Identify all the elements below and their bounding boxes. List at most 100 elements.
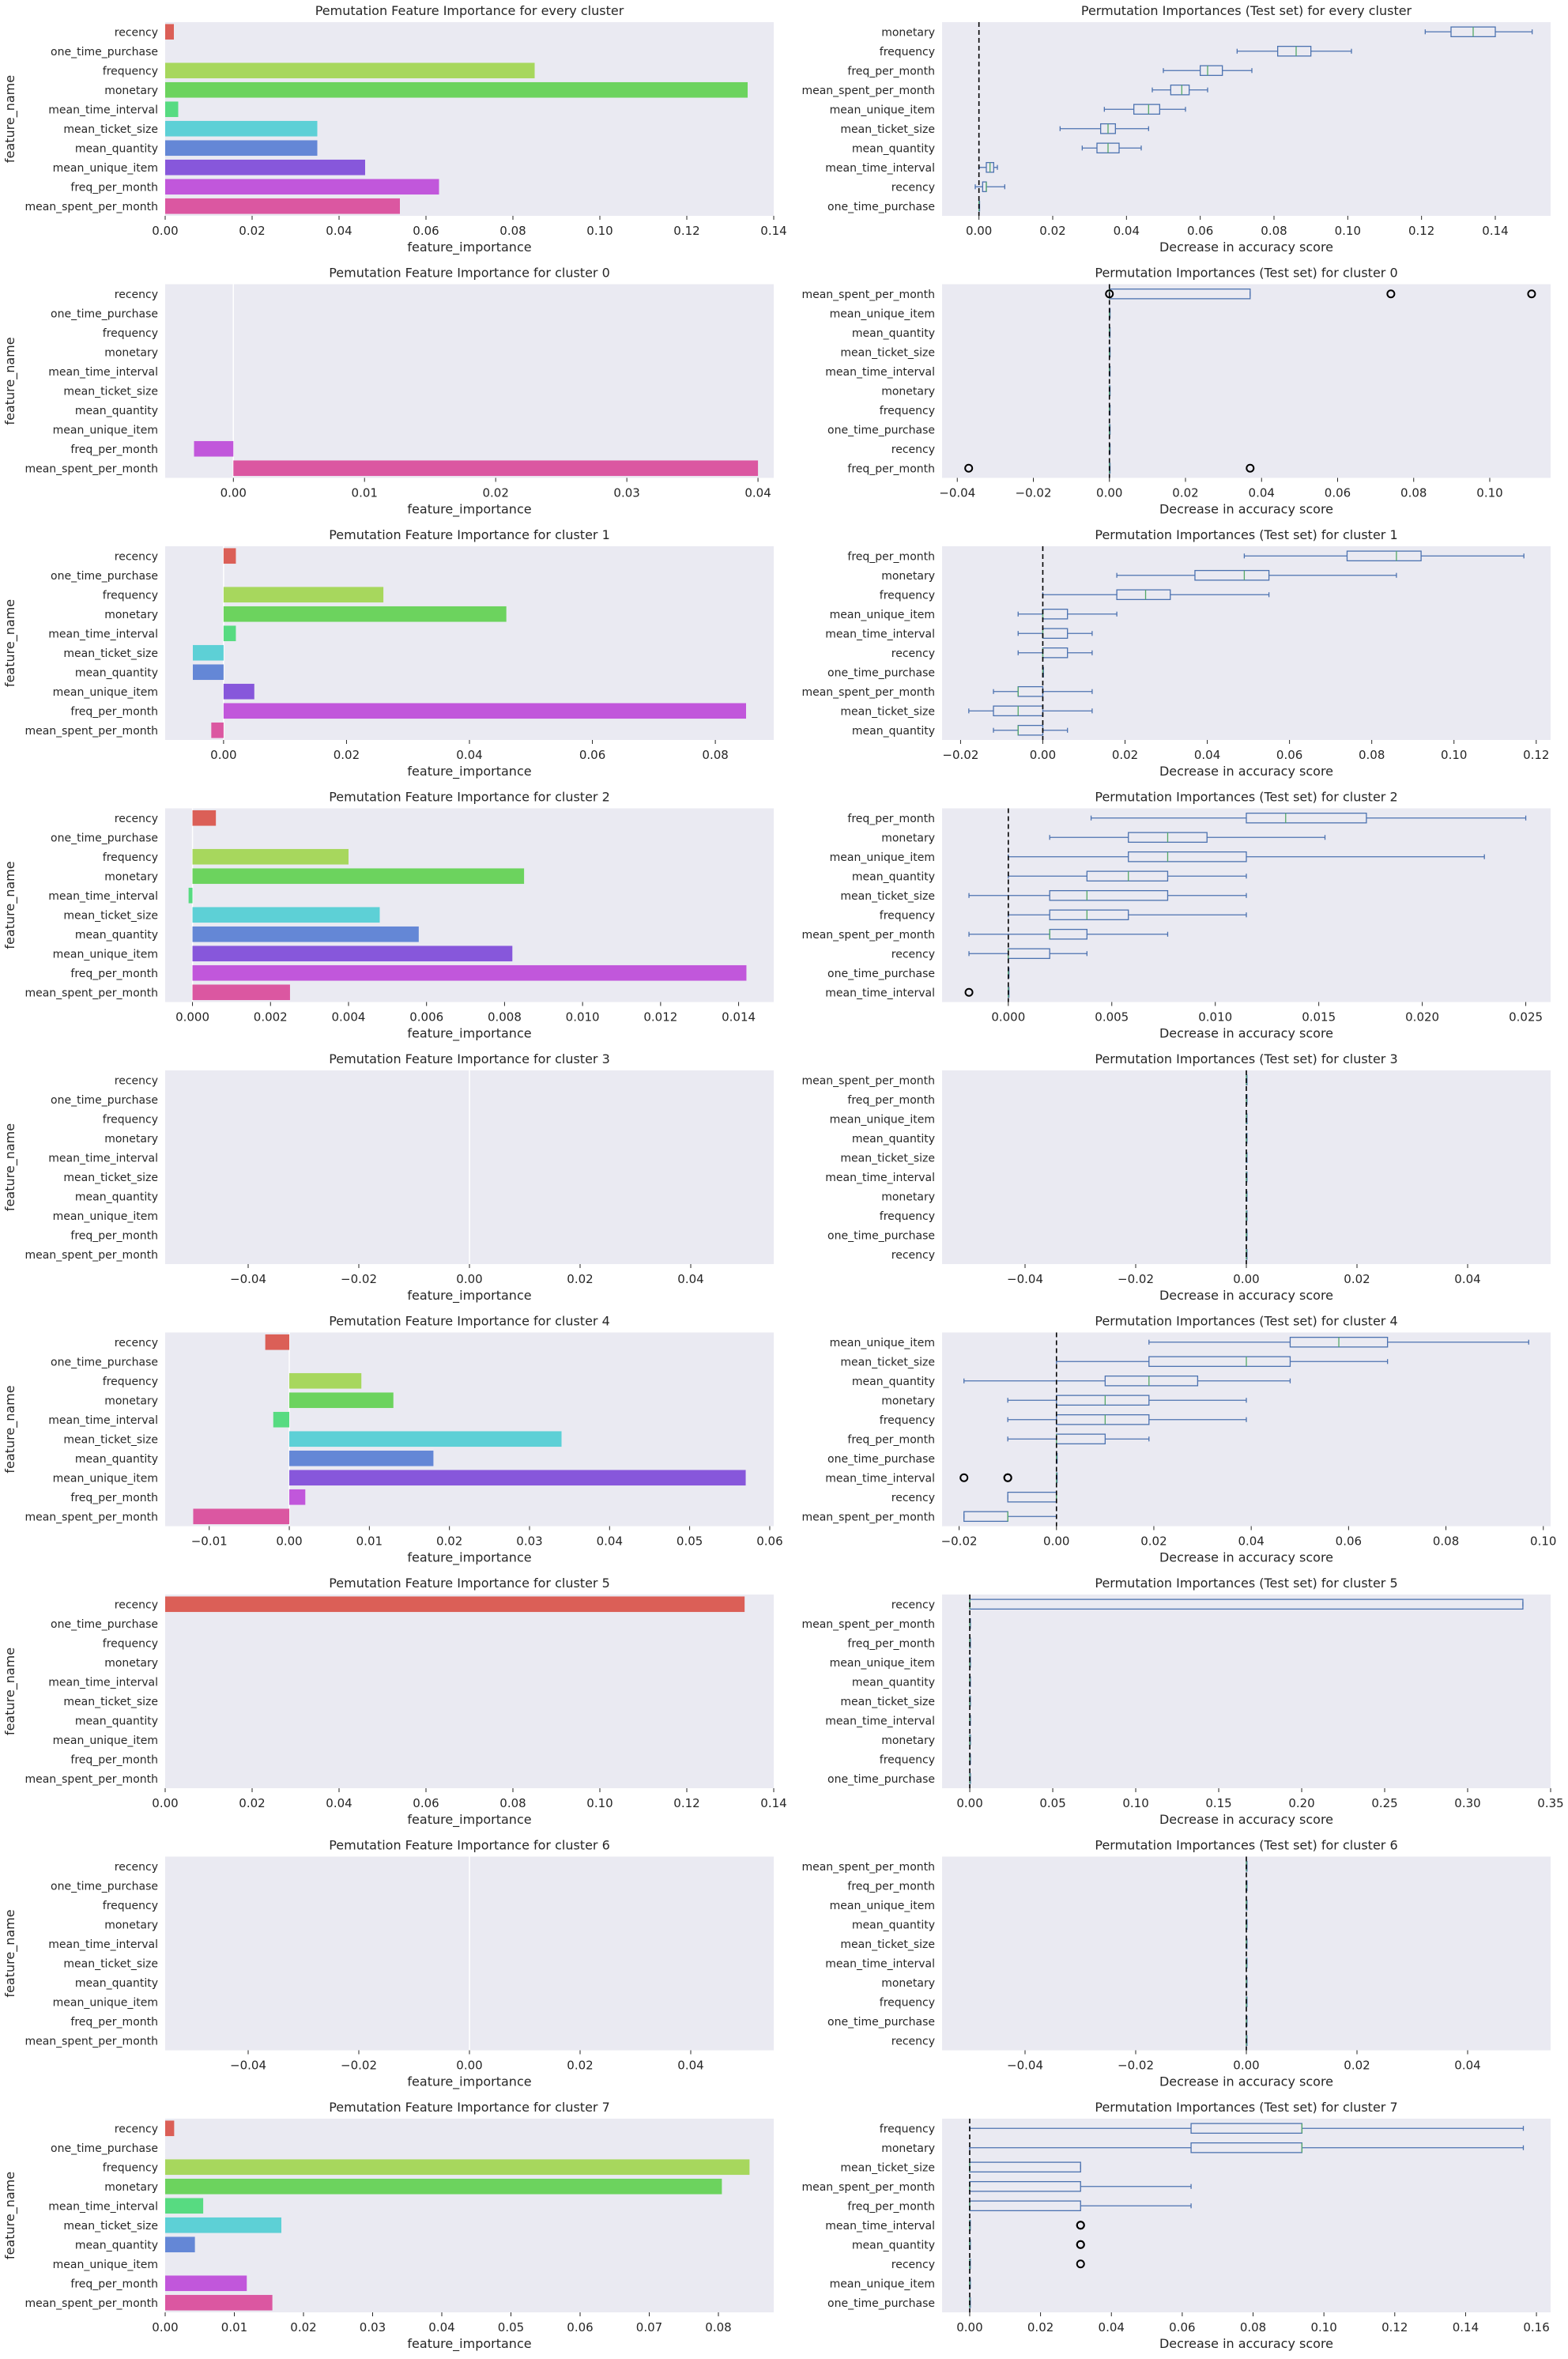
bar-panel-1: Pemutation Feature Importance for cluste… [2, 266, 774, 518]
y-tick-label: mean_spent_per_month [801, 686, 935, 699]
y-tick-label: frequency [880, 1753, 935, 1766]
y-tick-label: monetary [104, 1657, 158, 1670]
outlier-point [1246, 463, 1255, 473]
y-tick-label: recency [891, 1598, 935, 1611]
y-tick-label: one_time_purchase [51, 46, 158, 59]
bar [223, 548, 236, 564]
y-tick-label: mean_ticket_size [840, 1696, 935, 1708]
y-tick-label: mean_quantity [852, 327, 935, 340]
x-tick-label: 0.06 [1276, 748, 1302, 762]
y-tick-label: one_time_purchase [51, 1094, 158, 1107]
x-tick-label: 0.14 [1453, 2320, 1479, 2334]
y-tick-label: mean_spent_per_month [24, 725, 158, 738]
box-panel-6: Permutation Importances (Test set) for c… [801, 1576, 1563, 1827]
y-tick-label: mean_ticket_size [840, 1356, 935, 1368]
x-tick-label: 0.08 [1433, 1534, 1459, 1549]
bar [165, 140, 318, 157]
box [1090, 812, 1527, 824]
y-tick-label: freq_per_month [70, 1492, 158, 1504]
x-tick-label: 0.06 [756, 1534, 782, 1549]
x-tick-label: 0.000 [175, 1010, 209, 1025]
x-tick-label: −0.01 [191, 1534, 228, 1549]
y-tick-label: monetary [881, 2142, 935, 2155]
x-tick-label: 0.01 [356, 1534, 383, 1549]
box-iqr [1049, 909, 1129, 921]
chart-title: Permutation Importances (Test set) for c… [1095, 1838, 1397, 1853]
outlier-point [1105, 289, 1114, 299]
chart-title: Permutation Importances (Test set) for c… [1095, 1576, 1397, 1591]
y-tick-label: monetary [104, 346, 158, 359]
plot-area [165, 284, 774, 478]
x-tick-label: 0.05 [677, 1534, 703, 1549]
x-tick-label: 0.25 [1371, 1796, 1397, 1810]
x-tick-label: 0.04 [597, 1534, 623, 1549]
y-tick-label: mean_time_interval [48, 628, 158, 640]
x-tick-label: 0.04 [1454, 1272, 1480, 1286]
box [1424, 26, 1533, 38]
y-tick-label: monetary [881, 385, 935, 398]
outlier-point [1527, 289, 1536, 299]
bar [223, 606, 507, 622]
y-tick-label: monetary [104, 1133, 158, 1146]
y-tick-label: mean_time_interval [825, 987, 935, 999]
x-tick-label: 0.04 [1114, 224, 1140, 238]
bar [194, 440, 234, 457]
bar [265, 1334, 290, 1350]
y-tick-label: mean_time_interval [825, 1472, 935, 1485]
y-tick-label: mean_ticket_size [63, 385, 158, 398]
x-tick-label: −0.04 [1007, 1272, 1043, 1286]
y-tick-label: mean_quantity [75, 1191, 158, 1203]
y-tick-label: mean_unique_item [53, 424, 158, 436]
x-tick-label: 0.00 [210, 748, 236, 762]
x-tick-label: 0.02 [567, 1272, 593, 1286]
y-tick-label: mean_quantity [75, 405, 158, 417]
y-tick-label: mean_quantity [852, 870, 935, 883]
y-tick-label: mean_unique_item [53, 1734, 158, 1747]
x-tick-label: −0.02 [1118, 1272, 1154, 1286]
x-tick-label: 0.005 [1095, 1010, 1129, 1025]
y-tick-label: mean_quantity [852, 142, 935, 155]
y-tick-label: mean_time_interval [48, 1676, 158, 1689]
bar [233, 460, 759, 477]
bar [192, 945, 513, 962]
outlier-point [964, 987, 974, 997]
y-tick-label: recency [891, 1249, 935, 1262]
x-axis-label: feature_importance [407, 1550, 531, 1566]
y-tick-label: mean_quantity [75, 666, 158, 679]
y-tick-label: mean_spent_per_month [801, 1861, 935, 1874]
box [968, 705, 1093, 717]
y-tick-label: mean_unique_item [53, 948, 158, 961]
x-tick-label: −0.04 [230, 1272, 266, 1286]
bar-panel-3: Pemutation Feature Importance for cluste… [2, 790, 774, 1042]
outlier-point [1386, 289, 1396, 299]
box-panel-8: Permutation Importances (Test set) for c… [801, 2100, 1551, 2351]
x-tick-label: 0.12 [1381, 2320, 1408, 2334]
y-tick-label: frequency [103, 327, 158, 340]
y-tick-label: mean_spent_per_month [24, 2035, 158, 2048]
chart-title: Pemutation Feature Importance for cluste… [329, 790, 610, 805]
y-tick-label: mean_unique_item [53, 1210, 158, 1223]
y-tick-label: recency [115, 26, 158, 39]
x-tick-label: 0.000 [991, 1010, 1025, 1025]
y-tick-label: mean_ticket_size [63, 1433, 158, 1446]
y-tick-label: mean_ticket_size [840, 1152, 935, 1164]
box [1059, 123, 1149, 134]
y-axis-label: feature_name [2, 2172, 18, 2259]
y-tick-label: mean_spent_per_month [24, 1511, 158, 1523]
y-tick-label: mean_ticket_size [840, 890, 935, 903]
y-tick-label: mean_ticket_size [840, 346, 935, 359]
bar [165, 2236, 195, 2253]
x-tick-label: 0.10 [1335, 224, 1361, 238]
bar [165, 2178, 722, 2195]
y-tick-label: one_time_purchase [827, 1453, 935, 1466]
chart-title: Pemutation Feature Importance for cluste… [329, 266, 610, 281]
y-tick-label: one_time_purchase [827, 2297, 935, 2310]
y-tick-label: freq_per_month [70, 181, 158, 194]
box [1152, 84, 1208, 96]
outlier-point [1076, 2221, 1085, 2230]
x-tick-label: −0.02 [941, 1534, 978, 1549]
y-tick-label: mean_time_interval [825, 1957, 935, 1970]
bar-panel-4: Pemutation Feature Importance for cluste… [2, 1051, 774, 1304]
x-tick-label: 0.04 [326, 224, 352, 238]
y-tick-label: recency [115, 289, 158, 301]
